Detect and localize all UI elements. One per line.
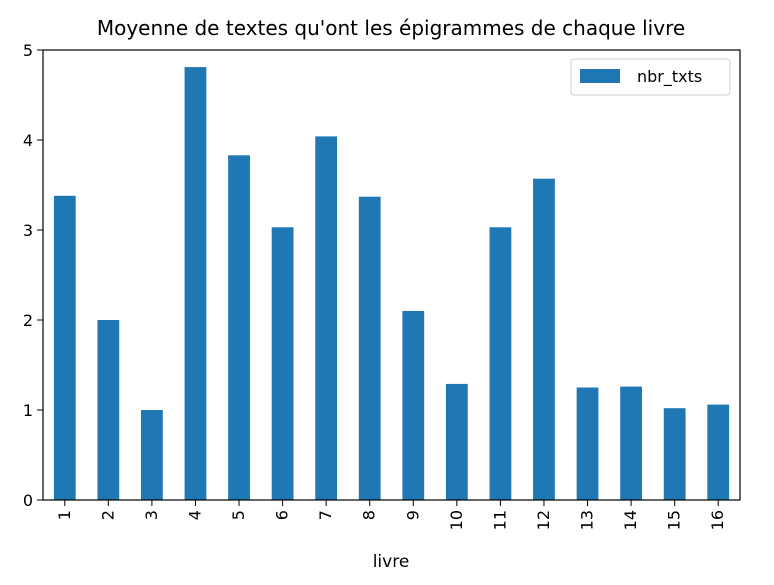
y-tick-label: 0 xyxy=(23,491,33,510)
x-tick-label: 10 xyxy=(447,510,466,530)
bar-11 xyxy=(489,227,512,501)
bar-8 xyxy=(358,196,381,500)
x-tick-label: 15 xyxy=(665,510,684,530)
y-tick-label: 5 xyxy=(23,41,33,60)
bar-15 xyxy=(663,408,686,500)
x-tick-label: 11 xyxy=(490,510,509,530)
chart-title: Moyenne de textes qu'ont les épigrammes … xyxy=(97,16,685,40)
plot-frame xyxy=(42,49,741,501)
x-tick-label: 12 xyxy=(534,510,553,530)
x-tick-label: 9 xyxy=(403,510,422,520)
x-tick-label: 3 xyxy=(142,510,161,520)
x-tick-label: 4 xyxy=(185,510,204,520)
bar-6 xyxy=(271,227,294,501)
y-tick-label: 4 xyxy=(23,131,33,150)
bar-9 xyxy=(402,311,425,500)
x-tick-label: 8 xyxy=(360,510,379,520)
x-axis-label: livre xyxy=(373,552,410,572)
x-tick-label: 1 xyxy=(55,510,74,520)
x-tick-label: 16 xyxy=(708,510,727,530)
y-tick-label: 1 xyxy=(23,401,33,420)
bar-5 xyxy=(228,155,250,501)
bar-10 xyxy=(445,383,468,500)
x-tick-label: 7 xyxy=(316,510,335,520)
x-tick-label: 6 xyxy=(273,510,292,520)
bar-7 xyxy=(315,136,338,500)
bar-2 xyxy=(97,320,120,500)
legend-box xyxy=(570,58,731,96)
legend-swatch xyxy=(580,69,620,83)
bar-16 xyxy=(707,404,730,500)
legend: nbr_txts xyxy=(570,58,731,96)
x-tick-label: 5 xyxy=(229,510,248,520)
y-tick-label: 3 xyxy=(23,221,33,240)
legend-label: nbr_txts xyxy=(637,67,702,87)
x-tick-label: 14 xyxy=(621,510,640,530)
bar-12 xyxy=(533,178,555,500)
bar-4 xyxy=(184,67,207,500)
bar-3 xyxy=(141,410,163,500)
bar-1 xyxy=(53,195,76,501)
y-tick-label: 2 xyxy=(23,311,33,330)
bar-14 xyxy=(620,386,642,500)
bar-13 xyxy=(576,387,599,500)
x-tick-label: 13 xyxy=(578,510,597,530)
x-tick-label: 2 xyxy=(98,510,117,520)
